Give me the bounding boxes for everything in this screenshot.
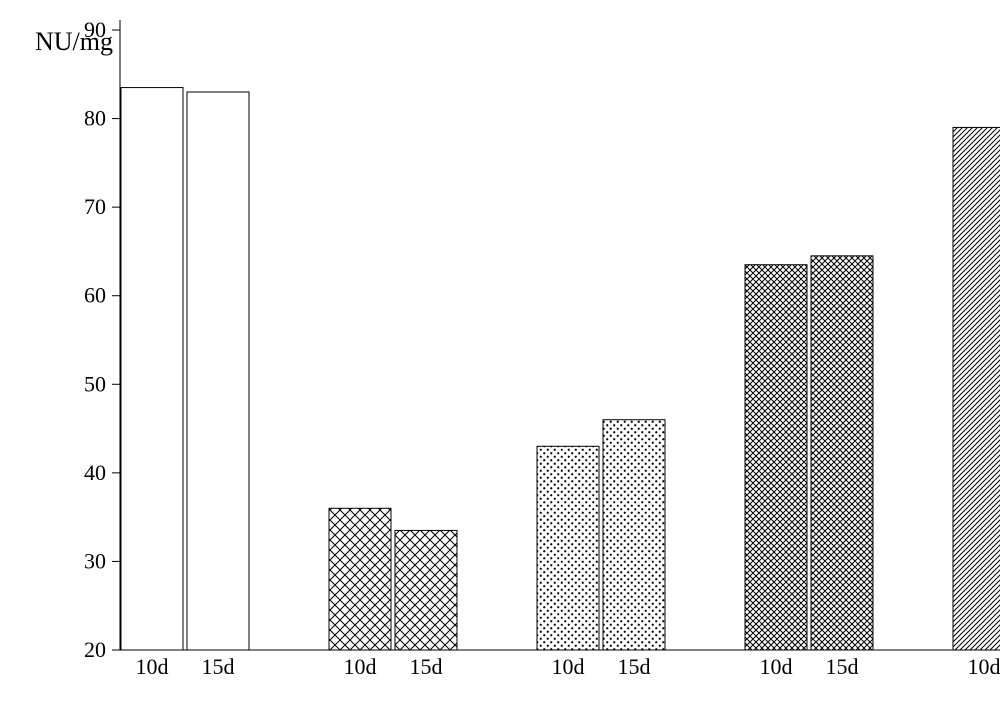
- y-tick-label: 80: [84, 106, 106, 131]
- x-tick-label: 15d: [202, 654, 235, 679]
- x-tick-label: 10d: [136, 654, 169, 679]
- bar: [395, 530, 457, 650]
- bar-chart: 2030405060708090NU/mg10d15d10d15d10d15d1…: [0, 0, 1000, 707]
- y-tick-label: 30: [84, 548, 106, 573]
- y-tick-label: 70: [84, 194, 106, 219]
- bar: [745, 265, 807, 650]
- x-tick-label: 10d: [344, 654, 377, 679]
- bar: [329, 508, 391, 650]
- x-tick-label: 15d: [826, 654, 859, 679]
- bar: [953, 127, 1000, 650]
- y-axis-label: NU/mg: [35, 27, 113, 56]
- bar: [603, 420, 665, 650]
- x-tick-label: 10d: [552, 654, 585, 679]
- bar: [121, 88, 183, 650]
- chart-container: 2030405060708090NU/mg10d15d10d15d10d15d1…: [0, 0, 1000, 707]
- y-tick-label: 50: [84, 371, 106, 396]
- y-tick-label: 20: [84, 637, 106, 662]
- bar: [537, 446, 599, 650]
- y-tick-label: 60: [84, 283, 106, 308]
- x-tick-label: 15d: [618, 654, 651, 679]
- x-tick-label: 15d: [410, 654, 443, 679]
- bar: [187, 92, 249, 650]
- x-tick-label: 10d: [760, 654, 793, 679]
- y-tick-label: 40: [84, 460, 106, 485]
- bar: [811, 256, 873, 650]
- x-tick-label: 10d: [968, 654, 1000, 679]
